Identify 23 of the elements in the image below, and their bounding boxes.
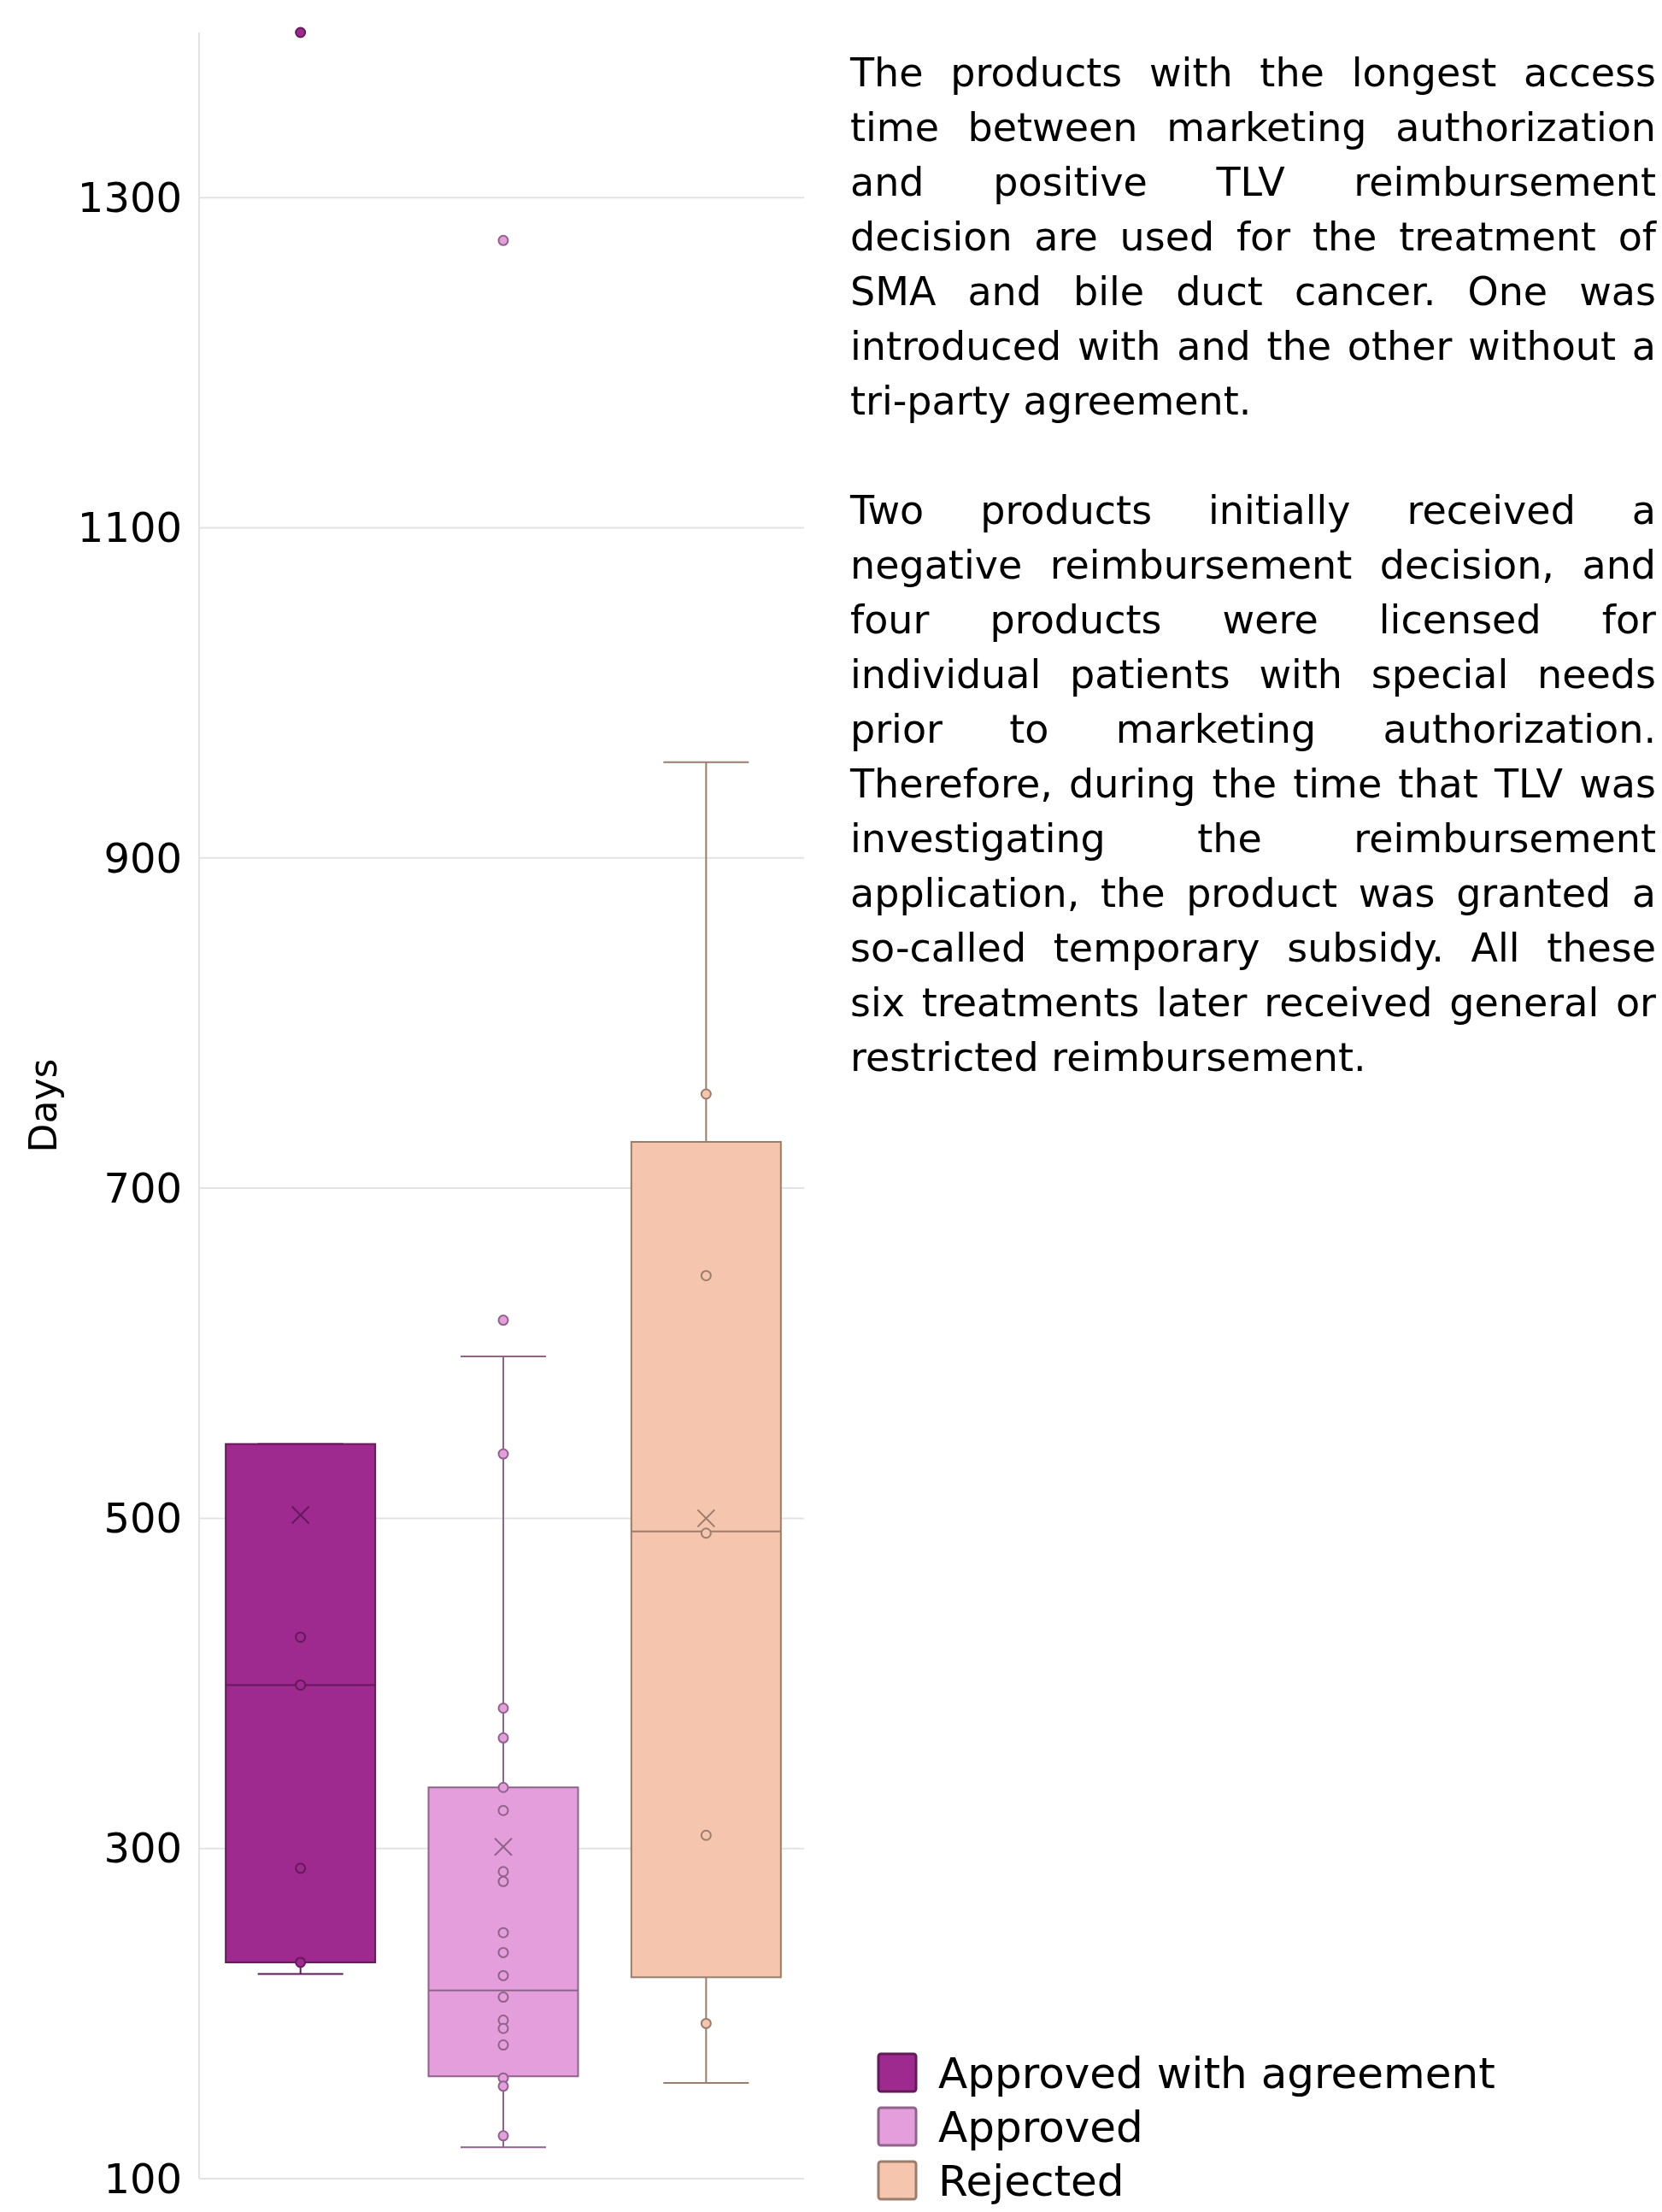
- y-tick-label: 1300: [77, 173, 182, 221]
- point: [497, 1946, 509, 1958]
- point: [497, 2130, 509, 2142]
- y-tick-label: 900: [103, 833, 182, 882]
- point: [497, 1875, 509, 1887]
- point: [497, 2039, 509, 2051]
- legend-label: Rejected: [938, 2156, 1125, 2206]
- text: Two products initially received a negative reimbursement decision, and four products were licensed for individual patients with special needs prior to marketing authorization. Therefore, during the time that TLV was investigating the reimbursement application, the product was granted a so-called temporary subsidy. All these six treatments later received general or restricted reimbursement.: [850, 487, 1656, 1080]
- point: [497, 1991, 509, 2003]
- y-tick-label: 700: [103, 1163, 182, 1212]
- point: [497, 1927, 509, 1938]
- y-axis-title: Days: [21, 1058, 65, 1153]
- y-tick-label: 100: [103, 2154, 182, 2203]
- y-tick-label: 500: [103, 1494, 182, 1543]
- point: [497, 1969, 509, 1981]
- y-tick-label: 300: [103, 1824, 182, 1873]
- point: [497, 2022, 509, 2034]
- point: [497, 2080, 509, 2092]
- y-tick-label: 1100: [77, 503, 182, 552]
- point: [497, 1866, 509, 1878]
- legend-label: Approved: [938, 2102, 1143, 2152]
- text: The products with the longest access time between marketing authorization and positive TLV reimbursement decision are used for the treatment of SMA and bile duct cancer. One was introduced with and the other without a tri-party agreement.: [850, 49, 1656, 426]
- legend-label: Approved with agreement: [938, 2048, 1495, 2098]
